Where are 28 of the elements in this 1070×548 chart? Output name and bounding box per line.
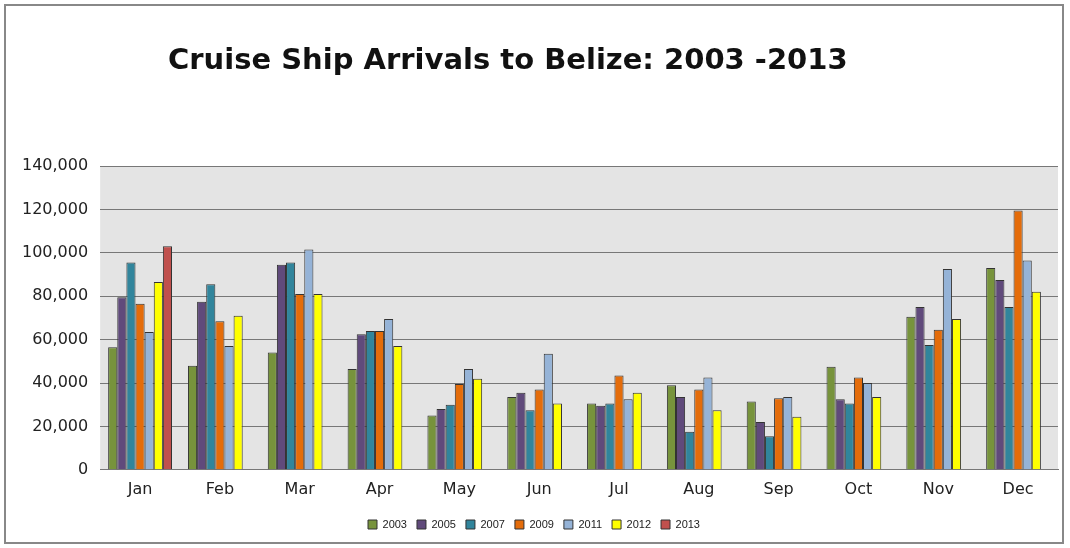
x-tick-label: Oct <box>844 478 873 498</box>
chart-title: Cruise Ship Arrivals to Belize: 2003 -2013 <box>168 42 848 76</box>
x-tick-label: Jun <box>525 478 552 498</box>
x-tick-label: Jul <box>608 478 629 498</box>
y-tick-label: 140,000 <box>21 155 89 175</box>
y-tick-label: 80,000 <box>32 285 89 305</box>
x-tick-label: Dec <box>1002 478 1034 498</box>
legend-label: 2009 <box>529 517 554 530</box>
y-tick-label: 120,000 <box>21 198 89 218</box>
x-tick-label: Jan <box>126 478 153 498</box>
legend-label: 2005 <box>431 517 456 530</box>
y-tick-label: 100,000 <box>21 241 89 261</box>
y-tick-label: 20,000 <box>32 415 89 435</box>
x-tick-label: Aug <box>683 478 715 498</box>
x-tick-label: Mar <box>284 478 316 498</box>
x-tick-label: Apr <box>365 478 394 498</box>
x-tick-label: Sep <box>763 478 794 498</box>
legend-label: 2007 <box>480 517 505 530</box>
y-tick-label: 60,000 <box>32 328 89 348</box>
legend-label: 2012 <box>626 517 652 530</box>
legend-label: 2011 <box>578 517 603 530</box>
y-tick-label: 40,000 <box>32 372 89 392</box>
legend-label: 2003 <box>382 517 407 530</box>
legend-label: 2013 <box>675 517 700 530</box>
x-tick-label: Nov <box>922 478 954 498</box>
x-tick-label: Feb <box>205 478 235 498</box>
y-tick-label: 0 <box>77 458 89 478</box>
x-tick-label: May <box>442 478 476 498</box>
